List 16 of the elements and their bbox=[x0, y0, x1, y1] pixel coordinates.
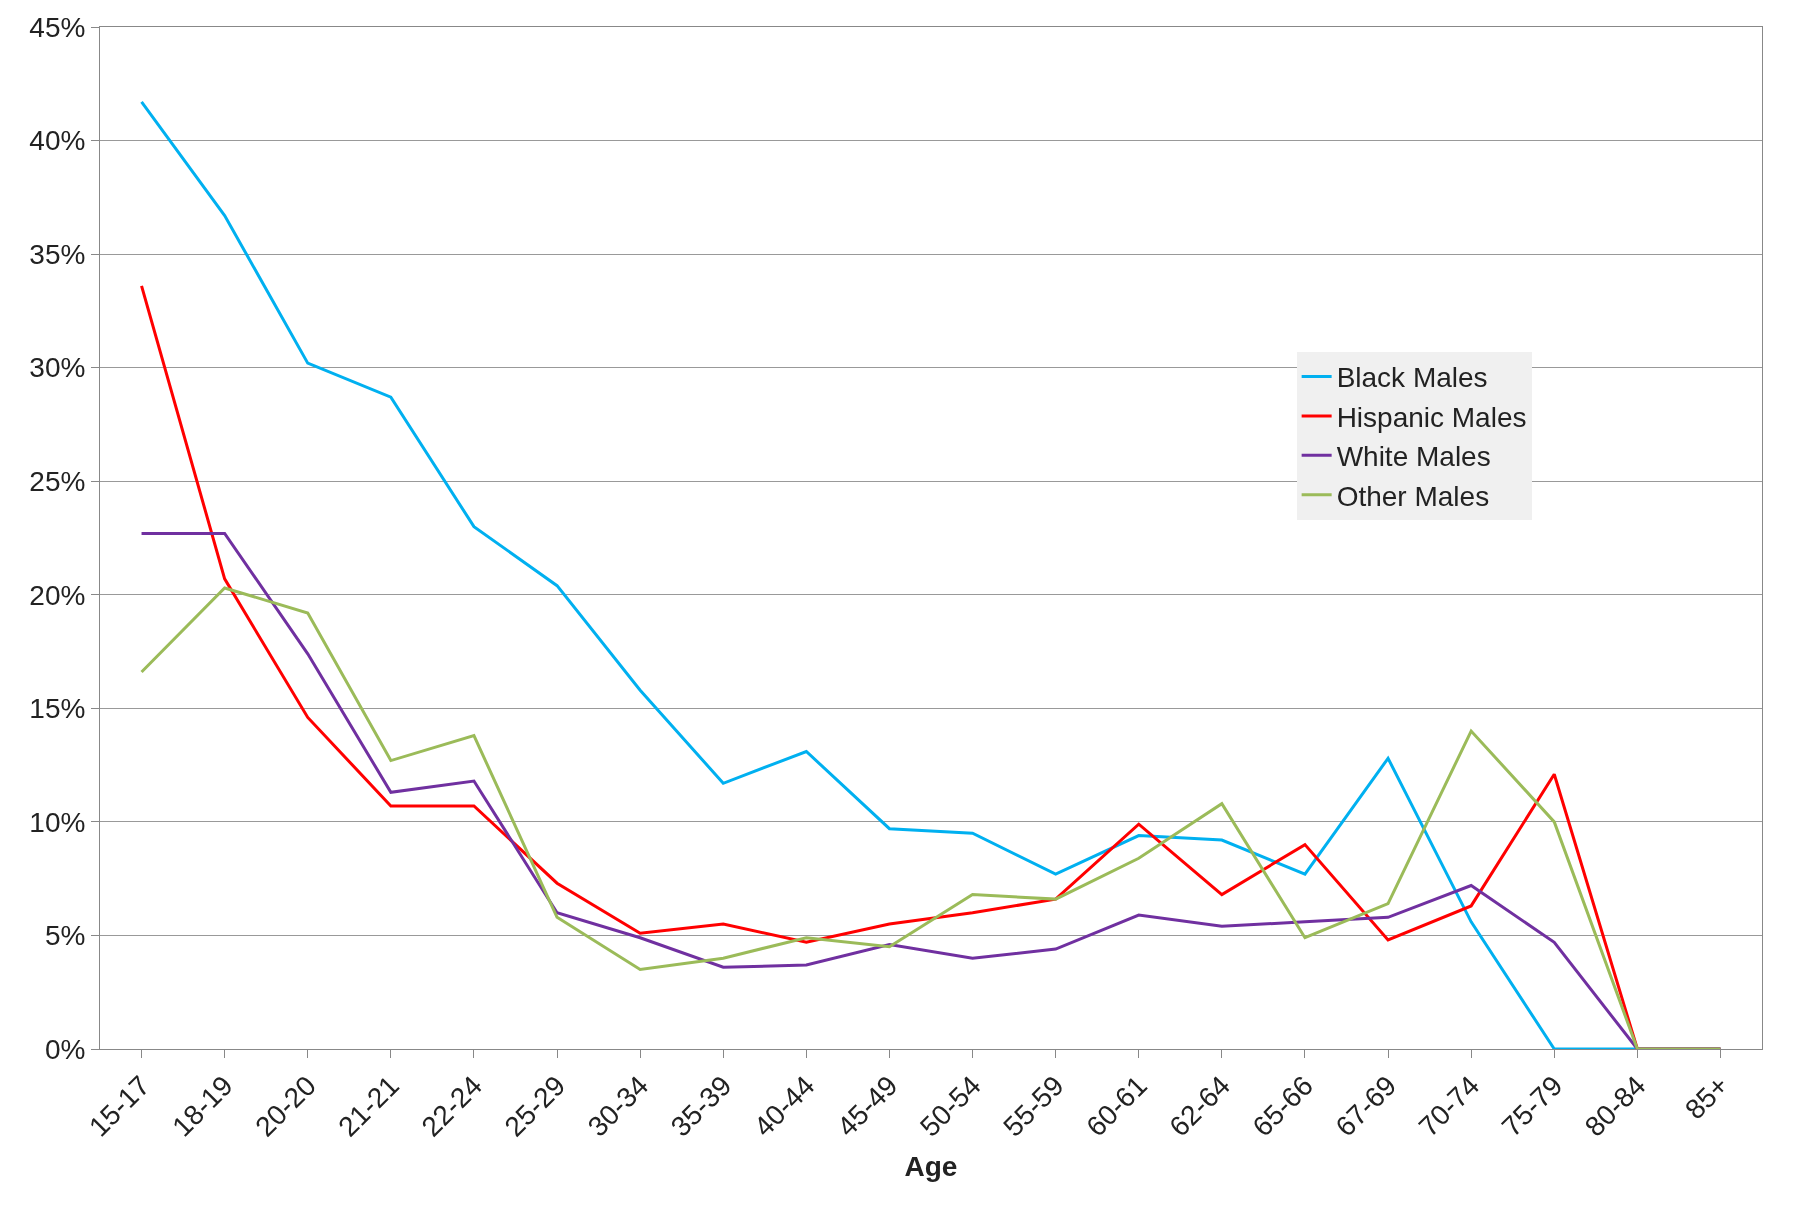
legend-label: Other Males bbox=[1336, 480, 1490, 512]
x-tick-label: 85+ bbox=[1679, 1069, 1735, 1126]
y-tick-label: 20% bbox=[29, 579, 86, 611]
y-tick-label: 25% bbox=[29, 466, 86, 498]
legend-label: Black Males bbox=[1336, 362, 1488, 394]
y-tick-label: 0% bbox=[44, 1033, 86, 1065]
legend-label: Hispanic Males bbox=[1336, 401, 1527, 433]
y-tick-label: 35% bbox=[29, 238, 86, 270]
y-tick-label: 5% bbox=[44, 920, 86, 952]
y-tick-label: 45% bbox=[29, 11, 86, 43]
y-tick-label: 30% bbox=[29, 352, 86, 384]
legend-label: White Males bbox=[1336, 441, 1491, 473]
y-tick-label: 40% bbox=[29, 125, 86, 157]
y-tick-label: 15% bbox=[29, 693, 86, 725]
x-axis-title: Age bbox=[904, 1151, 958, 1183]
y-tick-label: 10% bbox=[29, 806, 86, 838]
